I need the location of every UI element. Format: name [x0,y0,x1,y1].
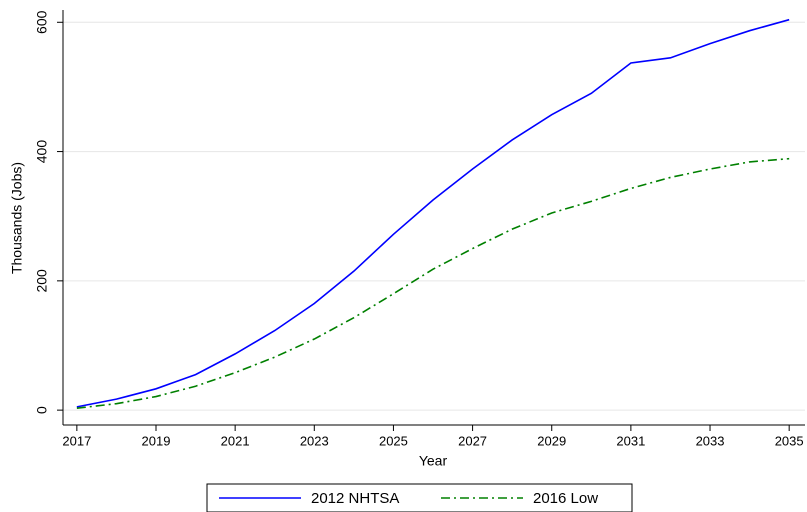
legend-label: 2012 NHTSA [311,490,399,507]
x-tick-label: 2035 [775,433,804,448]
x-tick-label: 2027 [458,433,487,448]
x-tick-label: 2031 [616,433,645,448]
series-line [76,18,790,408]
x-tick-label: 2017 [62,433,91,448]
x-tick-label: 2023 [300,433,329,448]
x-tick-label: 2029 [537,433,566,448]
x-tick-label: 2021 [221,433,250,448]
y-tick-label: 600 [34,10,50,34]
y-tick-label: 200 [34,269,50,293]
series-line [76,157,790,409]
y-tick-label: 400 [34,140,50,164]
x-tick-label: 2025 [379,433,408,448]
x-tick-label: 2019 [142,433,171,448]
legend-label: 2016 Low [533,490,598,507]
x-tick-label: 2033 [696,433,725,448]
y-axis-label: Thousands (Jobs) [9,162,25,274]
x-axis-label: Year [419,453,448,469]
y-tick-label: 0 [34,406,50,414]
